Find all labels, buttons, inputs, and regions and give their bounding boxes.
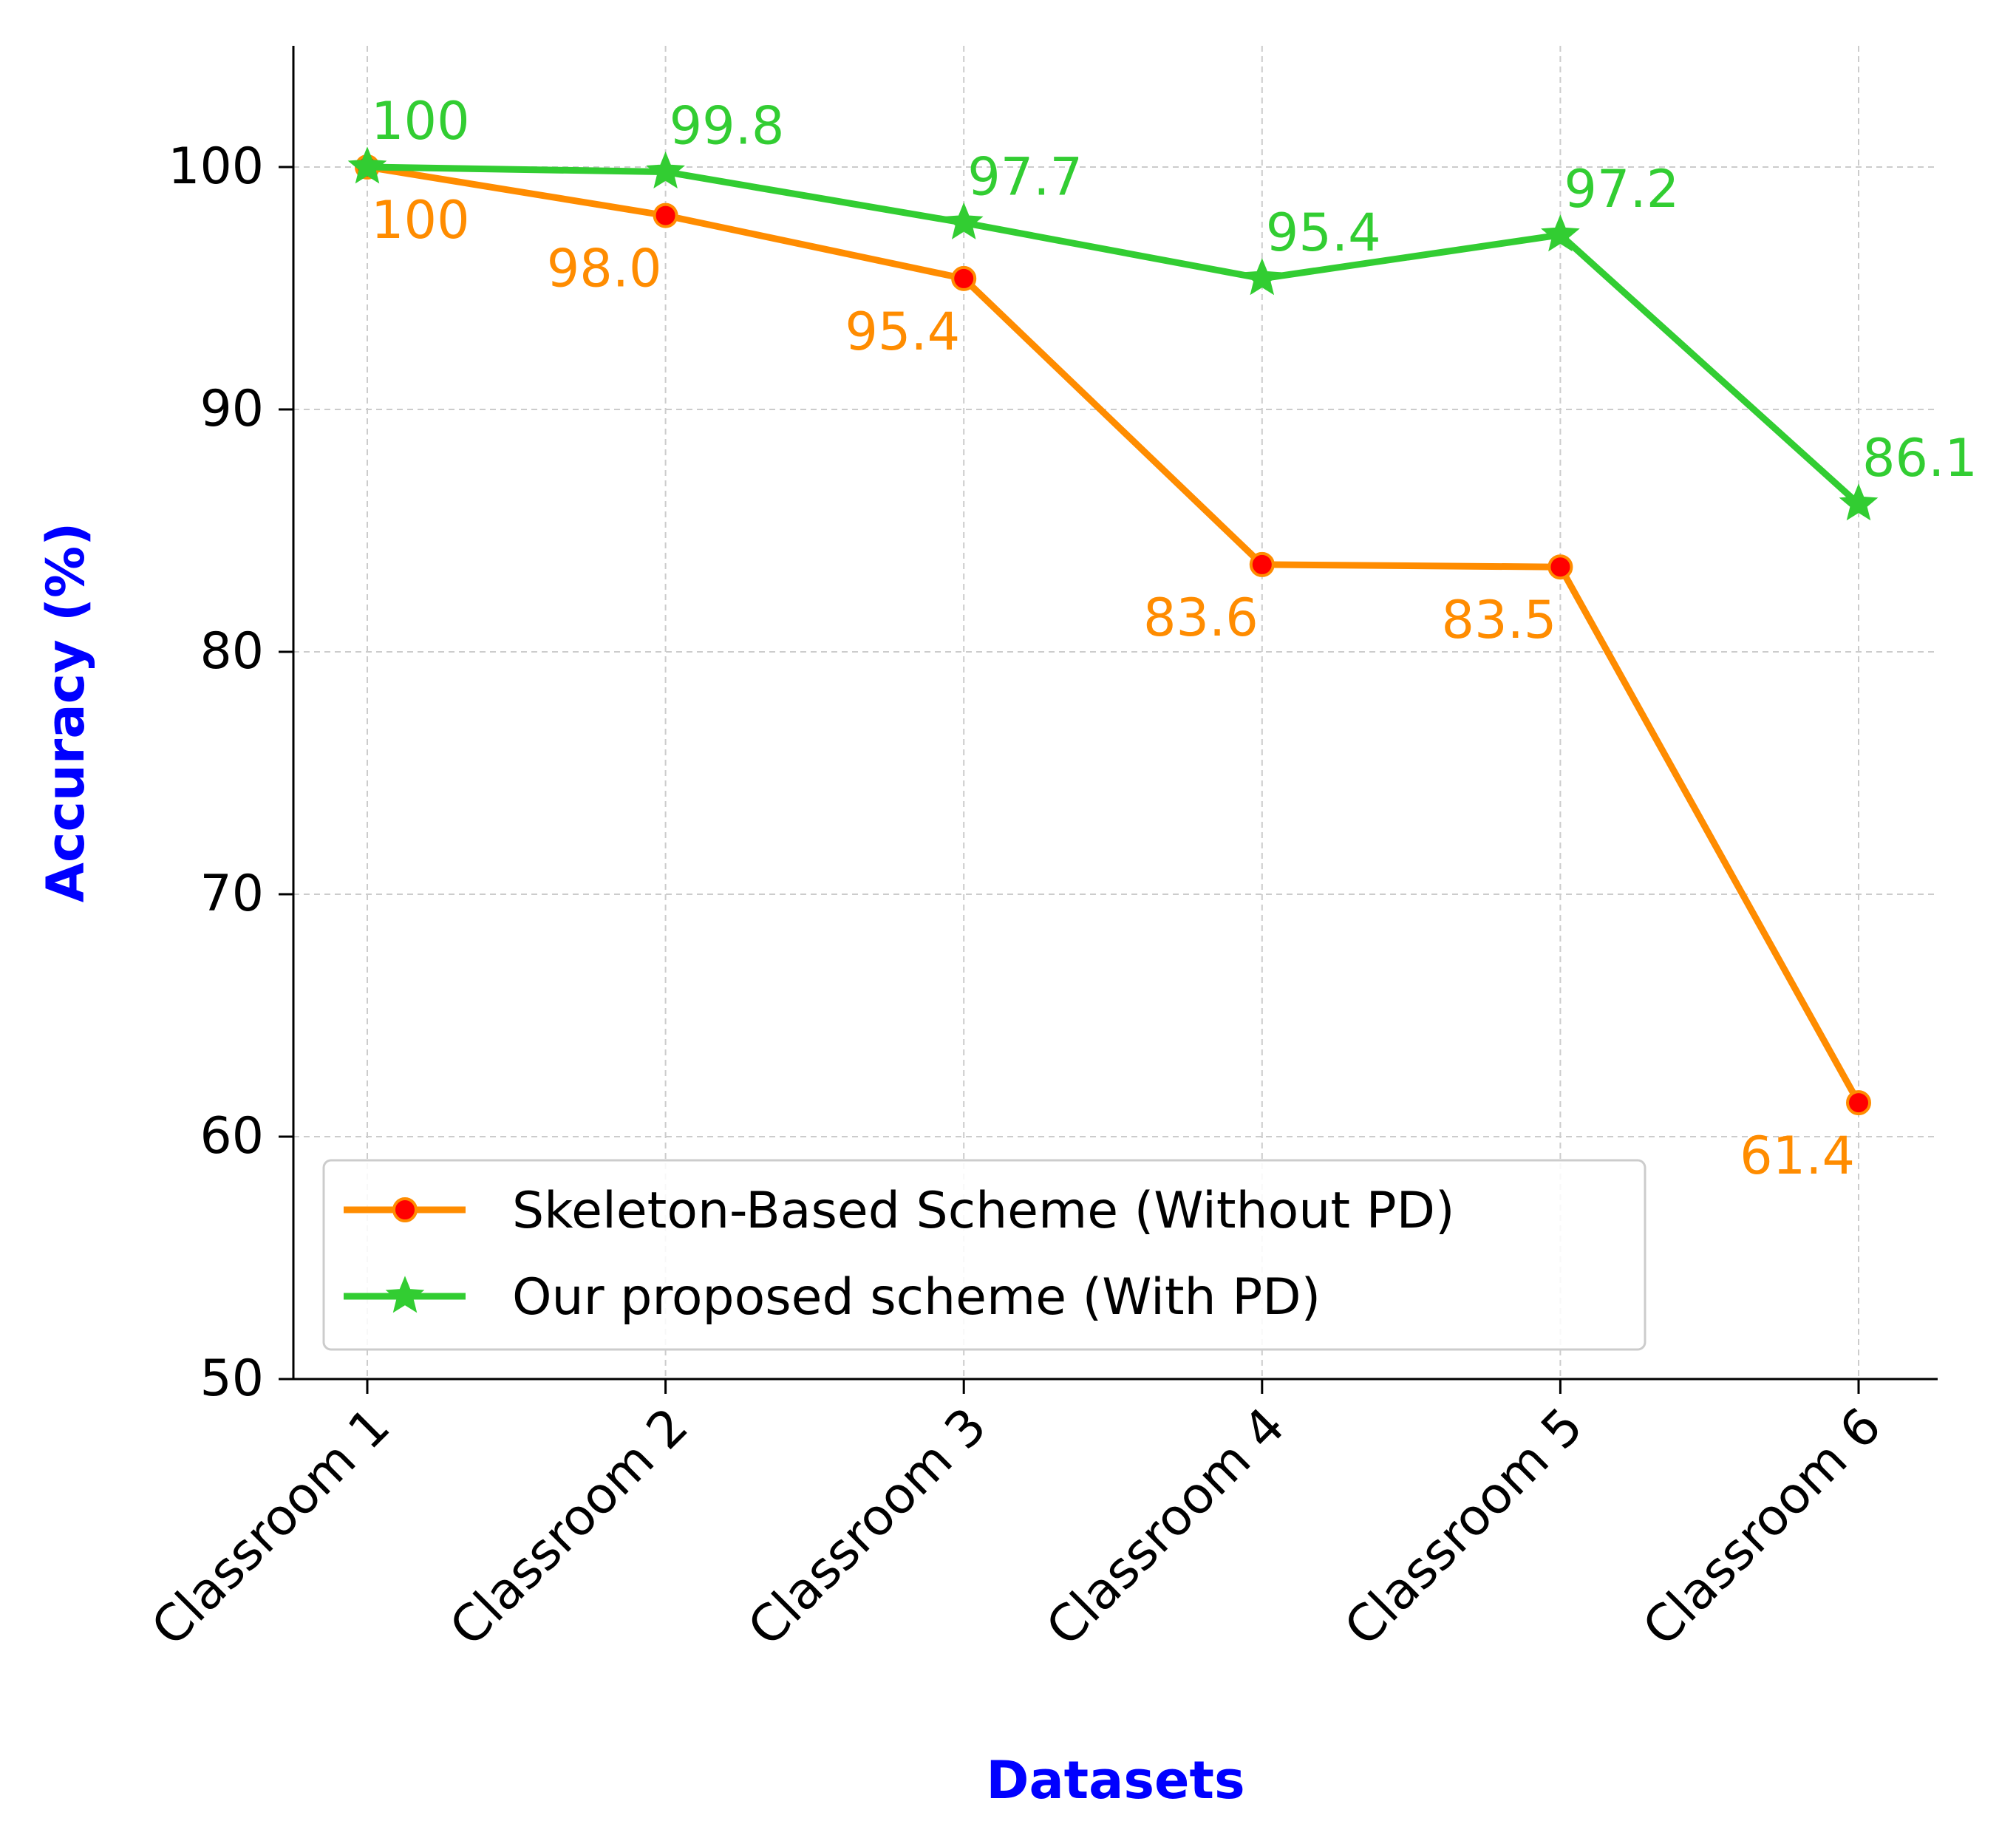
series-2-point: [1242, 258, 1282, 296]
x-axis-title: Datasets: [986, 1750, 1244, 1811]
y-axis-title: Accuracy (%): [35, 523, 96, 902]
x-tick-label: Classroom 1: [140, 1397, 401, 1658]
series-layer: [347, 146, 1879, 1116]
series-2-data-label: 86.1: [1862, 428, 1978, 489]
legend-marker-2: [385, 1276, 425, 1313]
series-2-data-label: 97.7: [967, 146, 1083, 207]
series-1-data-label: 100: [371, 190, 470, 251]
series-2-point: [347, 146, 387, 184]
series-1-data-label: 95.4: [845, 302, 960, 362]
series-1-data-label: 83.6: [1143, 588, 1259, 648]
series-2-data-label: 95.4: [1266, 202, 1381, 263]
series-2-point: [646, 151, 685, 188]
series-line-2: [364, 163, 1862, 508]
series-2-data-label: 97.2: [1564, 159, 1679, 219]
series-2-data-label: 99.8: [670, 96, 785, 157]
y-tick-label: 80: [200, 622, 264, 681]
x-tick-label: Classroom 5: [1334, 1397, 1595, 1658]
y-tick-label: 70: [200, 865, 264, 923]
series-1-data-label: 83.5: [1442, 590, 1557, 650]
data-labels-layer: 100 98.0 95.4 83.6 83.5 61.4 100 99.8 97.7 95.4 97…: [371, 91, 1978, 1186]
legend: Skeleton-Based Scheme (Without PD) Our pr…: [322, 1159, 1646, 1351]
y-tick-label: 60: [200, 1107, 264, 1165]
series-2-point: [1839, 483, 1879, 521]
legend-label-2: Our proposed scheme (With PD): [512, 1268, 1321, 1327]
x-tick-label: Classroom 4: [1035, 1397, 1296, 1658]
legend-box: [322, 1159, 1646, 1351]
x-tick-label: Classroom 3: [738, 1397, 998, 1658]
series-2-point: [1541, 214, 1580, 252]
series-1-point: [653, 202, 678, 228]
series-1-data-label: 98.0: [547, 239, 662, 299]
series-1-data-label: 61.4: [1740, 1126, 1855, 1186]
y-tick-label: 90: [200, 380, 264, 438]
y-tick-label: 100: [168, 137, 264, 196]
x-tick-label: Classroom 6: [1632, 1397, 1893, 1658]
series-2-data-label: 100: [371, 91, 470, 152]
series-1-point: [1846, 1090, 1871, 1116]
y-tick-label: 50: [200, 1349, 264, 1408]
legend-label-1: Skeleton-Based Scheme (Without PD): [512, 1182, 1455, 1240]
series-1-point: [1249, 551, 1275, 577]
series-2-point: [944, 202, 984, 239]
legend-marker-1: [392, 1197, 418, 1222]
series-1-point: [1547, 554, 1573, 580]
series-1-point: [951, 265, 977, 291]
x-tick-label: Classroom 2: [439, 1397, 700, 1658]
series-line-1: [364, 163, 1862, 1106]
